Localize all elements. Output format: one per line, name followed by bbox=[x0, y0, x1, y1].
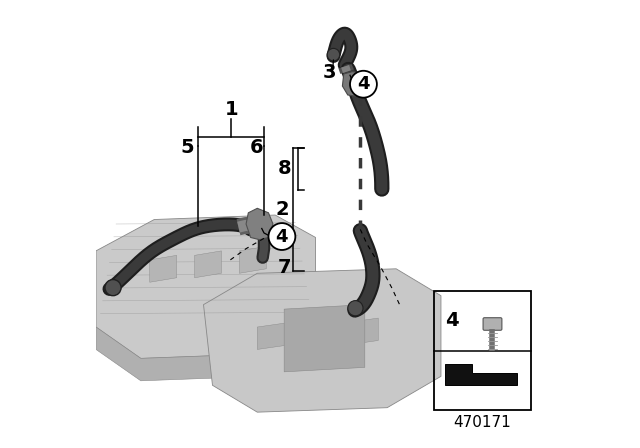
Text: 3: 3 bbox=[322, 63, 336, 82]
FancyBboxPatch shape bbox=[483, 318, 502, 330]
Polygon shape bbox=[150, 255, 177, 282]
Circle shape bbox=[327, 48, 340, 61]
Text: 4: 4 bbox=[357, 75, 370, 93]
Text: 2: 2 bbox=[275, 200, 289, 219]
Text: 5: 5 bbox=[180, 138, 194, 157]
Text: 7: 7 bbox=[277, 258, 291, 277]
Text: 8: 8 bbox=[277, 159, 291, 178]
Circle shape bbox=[350, 71, 377, 98]
Polygon shape bbox=[96, 323, 316, 381]
Polygon shape bbox=[195, 251, 221, 278]
Polygon shape bbox=[257, 323, 289, 349]
Text: 1: 1 bbox=[225, 100, 238, 119]
Text: 6: 6 bbox=[250, 138, 263, 157]
Circle shape bbox=[348, 301, 363, 316]
Circle shape bbox=[269, 223, 296, 250]
Polygon shape bbox=[342, 72, 367, 96]
Polygon shape bbox=[246, 208, 273, 240]
Polygon shape bbox=[302, 323, 333, 349]
Polygon shape bbox=[239, 246, 266, 273]
Circle shape bbox=[105, 280, 121, 296]
Polygon shape bbox=[284, 305, 365, 372]
Text: 4: 4 bbox=[276, 228, 288, 246]
Bar bbox=[435, 291, 531, 410]
Polygon shape bbox=[347, 318, 378, 345]
Polygon shape bbox=[96, 215, 316, 358]
Polygon shape bbox=[445, 364, 517, 385]
Text: 4: 4 bbox=[445, 311, 459, 330]
Polygon shape bbox=[204, 269, 441, 412]
Text: 470171: 470171 bbox=[454, 415, 511, 430]
